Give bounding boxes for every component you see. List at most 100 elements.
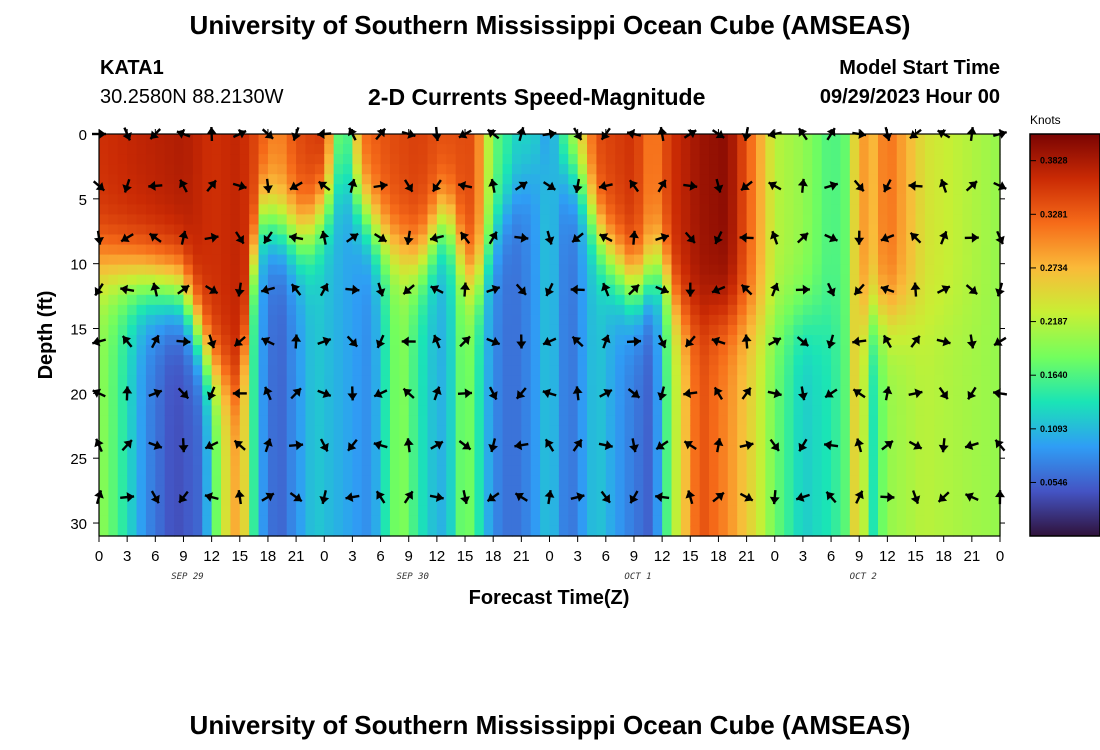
heat-cell	[380, 515, 391, 527]
heat-cell	[765, 274, 776, 286]
heat-cell	[483, 154, 494, 165]
heat-cell	[455, 184, 466, 195]
heat-cell	[493, 525, 504, 537]
heat-cell	[887, 214, 898, 226]
arrow-head	[908, 180, 916, 191]
heat-cell	[699, 214, 710, 226]
heat-cell	[624, 314, 635, 326]
heat-cell	[643, 365, 654, 376]
heat-cell	[446, 515, 457, 527]
heat-cell	[343, 435, 354, 447]
heat-cell	[436, 204, 447, 215]
heat-cell	[633, 254, 644, 266]
heat-cell	[474, 324, 485, 336]
heat-cell	[540, 264, 551, 276]
heat-cell	[389, 515, 400, 527]
heat-cell	[277, 284, 288, 296]
heat-cell	[652, 174, 663, 185]
heat-cell	[380, 284, 391, 296]
heat-cell	[99, 505, 109, 517]
heat-cell	[755, 134, 766, 145]
arrow-head	[263, 185, 273, 193]
heat-cell	[493, 184, 504, 195]
heat-cell	[183, 405, 194, 416]
heat-cell	[127, 345, 138, 356]
heat-cell	[511, 485, 522, 497]
heat-cell	[746, 204, 757, 215]
heat-cell	[465, 435, 476, 447]
heat-cell	[361, 495, 372, 507]
heat-cell	[737, 415, 748, 427]
heat-cell	[258, 345, 269, 356]
heat-cell	[971, 294, 982, 306]
heat-cell	[662, 234, 673, 246]
heat-cell	[924, 164, 935, 175]
heat-cell	[765, 465, 776, 477]
heat-cell	[690, 505, 701, 517]
heat-cell	[192, 264, 203, 276]
heat-cell	[953, 515, 964, 527]
heat-cell	[690, 144, 701, 155]
heat-cell	[755, 465, 766, 477]
heat-cell	[502, 164, 513, 175]
heat-cell	[305, 324, 316, 336]
heat-cell	[155, 284, 166, 296]
heat-cell	[361, 204, 372, 215]
heat-cell	[568, 485, 579, 497]
heat-cell	[915, 485, 926, 497]
heat-cell	[446, 495, 457, 507]
heat-cell	[699, 385, 710, 396]
heat-cell	[831, 184, 842, 195]
heat-cell	[990, 294, 1001, 306]
heat-cell	[718, 515, 729, 527]
heat-cell	[709, 525, 720, 537]
heat-cell	[418, 505, 429, 517]
heat-cell	[399, 525, 410, 537]
heat-cell	[755, 324, 766, 336]
heat-cell	[371, 304, 382, 316]
heat-cell	[924, 154, 935, 165]
heat-cell	[446, 345, 457, 356]
current-arrow	[571, 232, 584, 244]
heat-cell	[568, 355, 579, 366]
arrow-head	[345, 492, 354, 502]
heat-cell	[521, 134, 532, 145]
heat-cell	[174, 174, 185, 185]
heat-cell	[324, 244, 335, 256]
heat-cell	[99, 204, 109, 215]
heat-cell	[117, 505, 128, 517]
heat-cell	[587, 335, 598, 346]
heat-cell	[718, 375, 729, 386]
heat-cell	[690, 314, 701, 326]
heat-cell	[953, 204, 964, 215]
heat-cell	[521, 395, 532, 406]
heat-cell	[971, 204, 982, 215]
heat-cell	[202, 335, 213, 346]
heat-cell	[277, 455, 288, 467]
heat-cell	[868, 204, 879, 215]
heat-cell	[924, 204, 935, 215]
heat-cell	[99, 284, 109, 296]
heat-cell	[868, 284, 879, 296]
heat-cell	[99, 515, 109, 527]
heat-cell	[680, 495, 691, 507]
arrow-head	[376, 491, 385, 500]
heat-cell	[615, 465, 626, 477]
heat-cell	[577, 234, 588, 246]
heat-cell	[108, 174, 119, 185]
heat-cell	[962, 435, 973, 447]
heat-cell	[286, 465, 297, 477]
heat-cell	[868, 314, 879, 326]
heat-cell	[99, 415, 109, 427]
heat-cell	[493, 174, 504, 185]
current-arrow	[373, 232, 388, 243]
heat-cell	[953, 415, 964, 427]
heat-cell	[343, 164, 354, 175]
heat-cell	[671, 335, 682, 346]
heat-cell	[746, 184, 757, 195]
heat-cell	[624, 405, 635, 416]
heat-cell	[127, 335, 138, 346]
x-tick-label: 0	[996, 548, 1004, 565]
heat-cell	[352, 425, 363, 437]
heat-cell	[962, 485, 973, 497]
